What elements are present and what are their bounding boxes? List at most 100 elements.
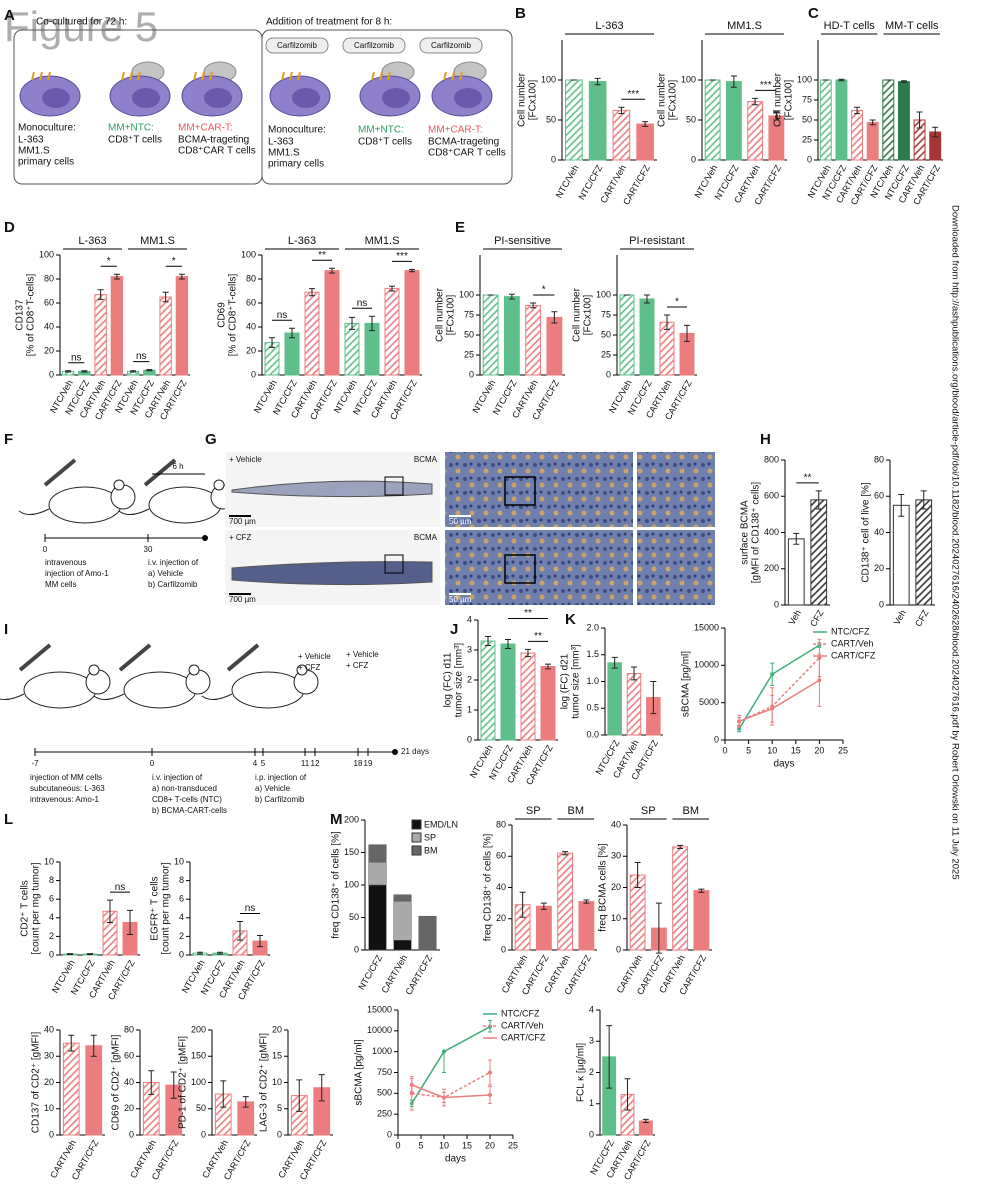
error-bar bbox=[318, 1074, 325, 1102]
mouse-ear bbox=[213, 479, 225, 491]
group-label: PI-sensitive bbox=[494, 235, 551, 247]
y-tick-label: 0 bbox=[354, 944, 359, 954]
y-tick-label: 30 bbox=[44, 1051, 54, 1061]
panel-letter: H bbox=[760, 431, 771, 448]
series-line bbox=[411, 1026, 491, 1104]
significance-label: *** bbox=[760, 80, 772, 91]
y-tick-label: 80 bbox=[246, 273, 256, 283]
error-bar bbox=[664, 314, 670, 330]
y-axis-label: PD-1 of CD2⁺ [gMFI] bbox=[178, 1036, 189, 1129]
y-tick-label: 2 bbox=[179, 931, 184, 941]
y-axis-label: FCL κ [µg/ml] bbox=[576, 1043, 587, 1103]
bar bbox=[284, 332, 300, 376]
error-bar bbox=[793, 532, 800, 545]
error-bar bbox=[815, 490, 822, 510]
condition-desc: BCMA-trageting bbox=[428, 137, 499, 148]
y-tick-label: 60 bbox=[124, 1051, 134, 1061]
error-bar bbox=[677, 844, 684, 849]
mouse-tail bbox=[93, 693, 125, 700]
bar bbox=[324, 270, 340, 376]
condition-desc: CD8⁺T cells bbox=[358, 137, 412, 148]
error-bar bbox=[130, 370, 137, 373]
series-line bbox=[738, 679, 820, 723]
y-axis-label: [gMFI of CD138⁺ cells] bbox=[751, 482, 762, 584]
duration-label: 6 h bbox=[172, 462, 183, 471]
mouse-ear bbox=[296, 664, 308, 676]
panel-letter: I bbox=[4, 621, 8, 638]
y-axis-label: [FCx100] bbox=[784, 79, 795, 120]
timeline-label: -7 bbox=[31, 759, 39, 768]
error-bar bbox=[642, 121, 649, 127]
legend-label: NTC/CFZ bbox=[831, 626, 870, 636]
timeline-note: MM cells bbox=[45, 580, 77, 589]
error-bar bbox=[269, 337, 275, 348]
receptor bbox=[201, 71, 205, 81]
x-tick-label: 15 bbox=[791, 745, 801, 755]
condition-desc: MM1.S bbox=[268, 148, 300, 159]
significance-label: ns bbox=[357, 298, 368, 309]
significance-label: ** bbox=[534, 631, 542, 642]
y-tick-label: 4 bbox=[589, 1004, 594, 1014]
stain-label: BCMA bbox=[414, 455, 438, 464]
nucleus bbox=[42, 88, 70, 108]
y-axis-label: [FCx100] bbox=[668, 79, 679, 120]
x-tick-label: 5 bbox=[746, 745, 751, 755]
error-bar bbox=[916, 111, 923, 129]
receptor bbox=[193, 71, 197, 81]
timeline-label: 21 days bbox=[401, 747, 429, 756]
x-tick-label: NTC/Veh bbox=[554, 163, 581, 200]
y-tick-label: 60 bbox=[496, 851, 506, 861]
mouse-tail bbox=[18, 508, 50, 515]
y-tick-label: 10000 bbox=[694, 660, 719, 670]
y-tick-label: 20 bbox=[874, 563, 884, 573]
bar bbox=[897, 81, 910, 161]
y-tick-label: 40 bbox=[611, 819, 621, 829]
y-tick-label: 0 bbox=[589, 1129, 594, 1139]
error-bar bbox=[389, 285, 395, 292]
significance-label: ns bbox=[71, 352, 82, 363]
y-tick-label: 100 bbox=[241, 249, 256, 259]
timeline-note: CD8+ T-cells (NTC) bbox=[152, 795, 222, 804]
y-axis-label: [FCx100] bbox=[446, 294, 457, 335]
y-tick-label: 8 bbox=[179, 875, 184, 885]
timeline-note: a) Vehicle bbox=[255, 784, 291, 793]
receptor bbox=[379, 71, 383, 81]
timeline-note: b) Carfilzomib bbox=[148, 580, 198, 589]
x-tick-label: NTC/CFZ bbox=[356, 953, 384, 992]
error-bar bbox=[519, 891, 526, 918]
group-label: L-363 bbox=[78, 235, 106, 247]
bar bbox=[540, 666, 556, 741]
error-bar bbox=[900, 80, 907, 83]
error-bar bbox=[107, 899, 113, 923]
legend-label: SP bbox=[424, 832, 436, 842]
condition-desc: MM1.S bbox=[18, 146, 50, 157]
nucleus bbox=[454, 88, 482, 108]
y-tick-label: 1.5 bbox=[586, 649, 599, 659]
y-tick-label: 250 bbox=[377, 1109, 392, 1119]
bar bbox=[882, 79, 895, 161]
error-bar bbox=[197, 951, 203, 955]
y-tick-label: 0 bbox=[774, 599, 779, 609]
y-tick-label: 800 bbox=[764, 454, 779, 464]
bar bbox=[892, 504, 910, 606]
y-tick-label: 0 bbox=[467, 734, 472, 744]
receptor bbox=[371, 71, 375, 81]
detail-image bbox=[637, 530, 715, 605]
y-tick-label: 60 bbox=[874, 491, 884, 501]
scale-bar-label: 700 µm bbox=[229, 517, 256, 526]
timeline-note: subcutaneous: L-363 bbox=[30, 784, 105, 793]
legend-label: CART/CFZ bbox=[831, 650, 876, 660]
syringe bbox=[18, 643, 52, 672]
timeline-note: i.p. injection of bbox=[255, 773, 307, 782]
bar bbox=[525, 304, 542, 376]
significance-label: * bbox=[107, 256, 111, 267]
panel-letter: D bbox=[4, 219, 15, 236]
treatment-label: + CFZ bbox=[298, 663, 321, 672]
group-label: L-363 bbox=[595, 20, 623, 32]
error-bar bbox=[634, 862, 641, 888]
bar bbox=[619, 294, 635, 376]
y-tick-label: 8 bbox=[49, 875, 54, 885]
y-tick-label: 50 bbox=[464, 329, 474, 339]
legend-swatch bbox=[411, 832, 422, 843]
y-tick-label: 40 bbox=[44, 321, 54, 331]
